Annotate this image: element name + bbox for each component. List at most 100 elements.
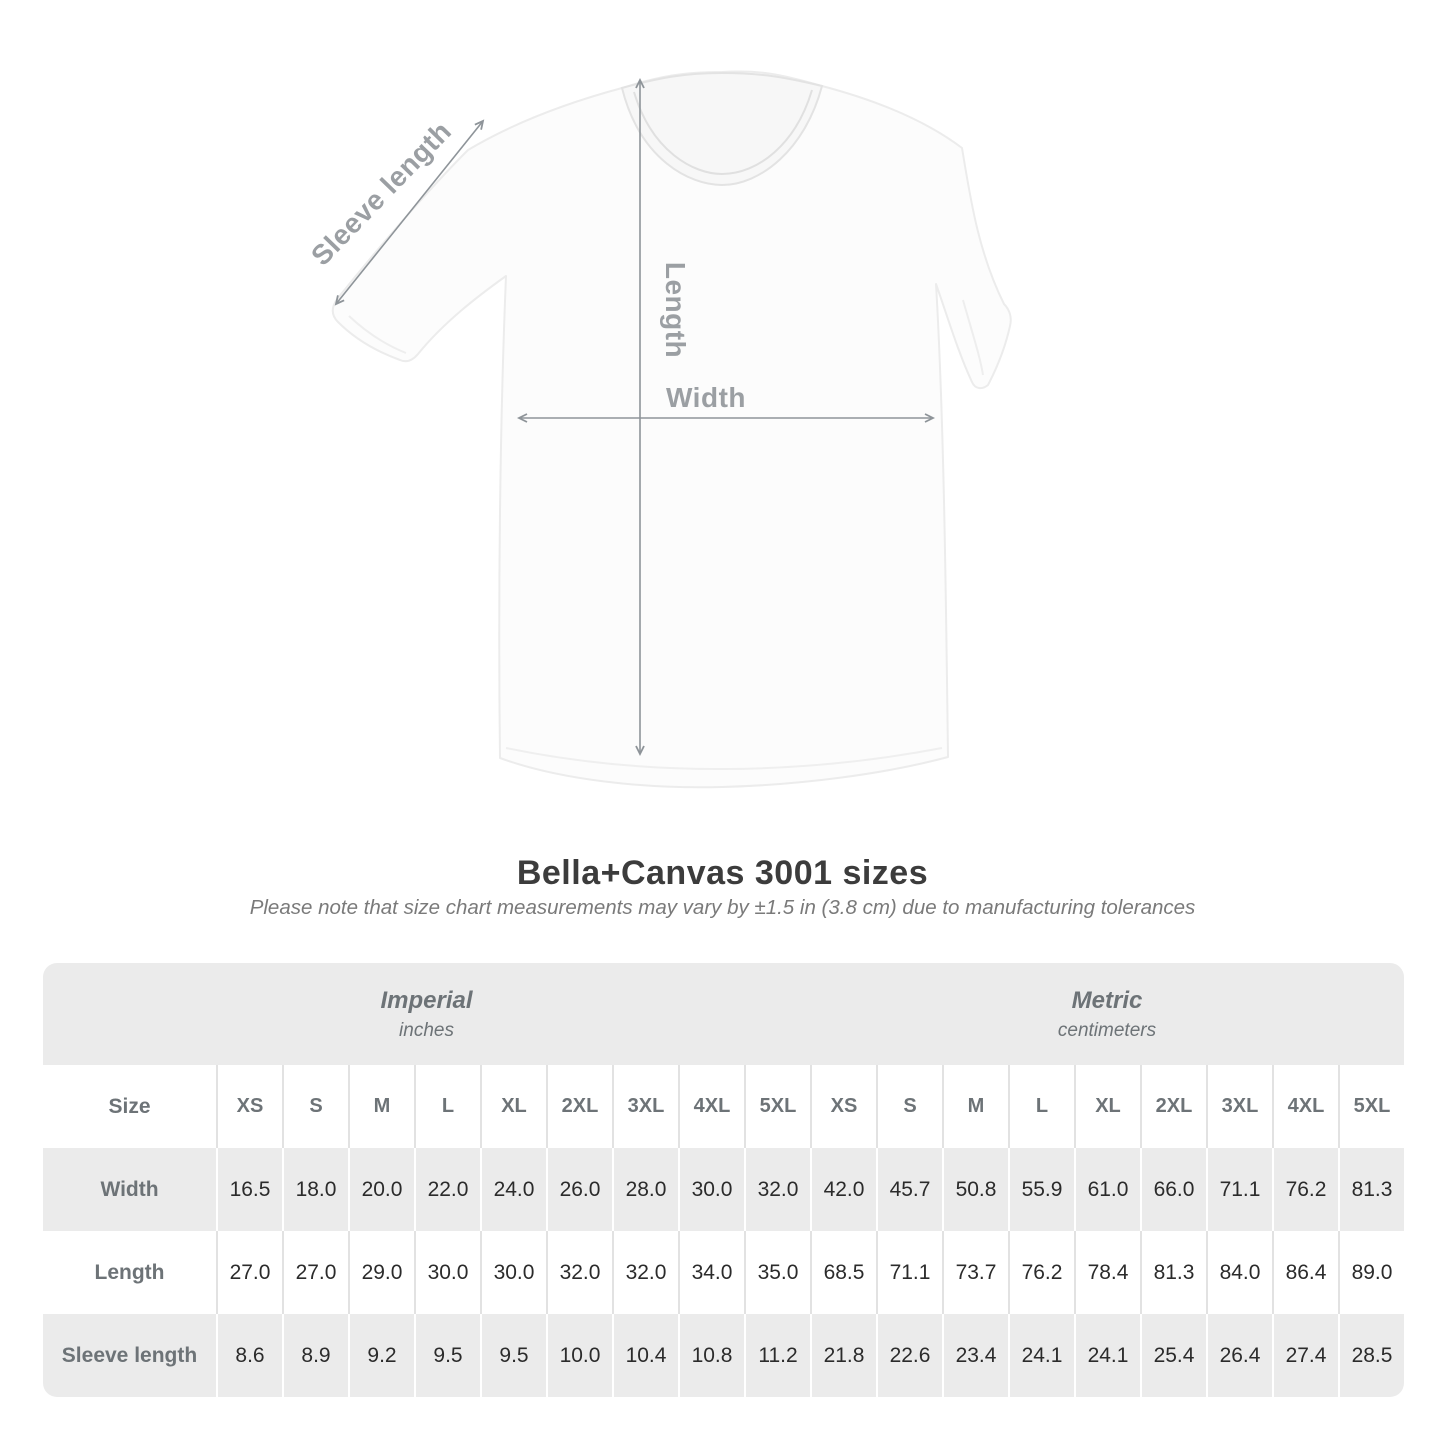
value-cell: 71.1 (1206, 1148, 1272, 1231)
metric-unit: centimeters (1057, 1019, 1157, 1041)
metric-title: Metric (1071, 986, 1143, 1014)
value-cell: 30.0 (480, 1231, 546, 1314)
measurement-row: Length 27.0 27.0 29.0 30.0 30.0 32.0 32.0 34.0 35… (43, 1231, 1404, 1314)
value-cell: 9.2 (348, 1314, 414, 1397)
size-cell: XL (1074, 1065, 1140, 1148)
value-cell: 16.5 (216, 1148, 282, 1231)
value-cell: 25.4 (1140, 1314, 1206, 1397)
tshirt-collar (620, 71, 824, 187)
value-cell: 27.0 (282, 1231, 348, 1314)
size-cell: XS (810, 1065, 876, 1148)
value-cell: 73.7 (942, 1231, 1008, 1314)
value-cell: 10.4 (612, 1314, 678, 1397)
value-cell: 89.0 (1338, 1231, 1404, 1314)
measurement-row: Sleeve length 8.6 8.9 9.2 9.5 9.5 10.0 10.4 10.8… (43, 1314, 1404, 1397)
value-cell: 28.5 (1338, 1314, 1404, 1397)
value-cell: 24.0 (480, 1148, 546, 1231)
size-cell: M (942, 1065, 1008, 1148)
value-cell: 81.3 (1338, 1148, 1404, 1231)
value-cell: 71.1 (876, 1231, 942, 1314)
value-cell: 32.0 (546, 1231, 612, 1314)
value-cell: 21.8 (810, 1314, 876, 1397)
row-label: Sleeve length (61, 1343, 198, 1367)
value-cell: 30.0 (678, 1148, 744, 1231)
tshirt-body (331, 70, 1012, 789)
unit-header-row: Imperial inches Metric centimeters (43, 963, 1404, 1065)
value-cell: 10.8 (678, 1314, 744, 1397)
tshirt-collar-seam (633, 89, 813, 176)
size-cell: S (282, 1065, 348, 1148)
value-cell: 66.0 (1140, 1148, 1206, 1231)
size-cell: XL (480, 1065, 546, 1148)
value-cell: 22.0 (414, 1148, 480, 1231)
imperial-unit: inches (399, 1019, 454, 1041)
value-cell: 76.2 (1272, 1148, 1338, 1231)
size-table: Imperial inches Metric centimeters Size X… (43, 963, 1404, 1397)
value-cell: 78.4 (1074, 1231, 1140, 1314)
size-cell: 3XL (1206, 1065, 1272, 1148)
value-cell: 61.0 (1074, 1148, 1140, 1231)
value-cell: 34.0 (678, 1231, 744, 1314)
value-cell: 8.6 (216, 1314, 282, 1397)
imperial-title: Imperial (380, 986, 473, 1014)
value-cell: 45.7 (876, 1148, 942, 1231)
tshirt-measurement-diagram: Sleeve length Length Width (305, 70, 1012, 789)
value-cell: 28.0 (612, 1148, 678, 1231)
value-cell: 18.0 (282, 1148, 348, 1231)
size-cell: L (1008, 1065, 1074, 1148)
size-cell: XS (216, 1065, 282, 1148)
value-cell: 24.1 (1074, 1314, 1140, 1397)
value-cell: 27.4 (1272, 1314, 1338, 1397)
size-cell: 5XL (1338, 1065, 1404, 1148)
metric-header: Metric centimeters (810, 963, 1404, 1065)
size-cell: 4XL (1272, 1065, 1338, 1148)
value-cell: 9.5 (414, 1314, 480, 1397)
value-cell: 76.2 (1008, 1231, 1074, 1314)
tolerance-note: Please note that size chart measurements… (249, 896, 1196, 919)
width-label: Width (666, 382, 746, 413)
value-cell: 30.0 (414, 1231, 480, 1314)
value-cell: 50.8 (942, 1148, 1008, 1231)
length-label: Length (660, 262, 691, 358)
value-cell: 26.4 (1206, 1314, 1272, 1397)
value-cell: 68.5 (810, 1231, 876, 1314)
size-cell: 5XL (744, 1065, 810, 1148)
value-cell: 10.0 (546, 1314, 612, 1397)
sleeve-length-arrow (334, 119, 485, 306)
value-cell: 20.0 (348, 1148, 414, 1231)
value-cell: 55.9 (1008, 1148, 1074, 1231)
value-cell: 24.1 (1008, 1314, 1074, 1397)
value-cell: 32.0 (612, 1231, 678, 1314)
value-cell: 27.0 (216, 1231, 282, 1314)
size-cell: L (414, 1065, 480, 1148)
row-label: Width (100, 1177, 159, 1201)
value-cell: 42.0 (810, 1148, 876, 1231)
right-sleeve-seam (962, 299, 984, 376)
row-label: Size (108, 1094, 151, 1118)
size-cell: 2XL (1140, 1065, 1206, 1148)
value-cell: 35.0 (744, 1231, 810, 1314)
tshirt-graphic: Sleeve length Length Width (305, 70, 1012, 789)
value-cell: 86.4 (1272, 1231, 1338, 1314)
row-label: Length (94, 1260, 165, 1284)
size-cell: 2XL (546, 1065, 612, 1148)
value-cell: 23.4 (942, 1314, 1008, 1397)
value-cell: 26.0 (546, 1148, 612, 1231)
size-cell: 3XL (612, 1065, 678, 1148)
value-cell: 32.0 (744, 1148, 810, 1231)
left-sleeve-seam (348, 315, 407, 354)
page-title: Bella+Canvas 3001 sizes (516, 854, 929, 892)
size-cell: S (876, 1065, 942, 1148)
measurement-row: Width 16.5 18.0 20.0 22.0 24.0 26.0 28.0 30.0 32.… (43, 1148, 1404, 1231)
value-cell: 81.3 (1140, 1231, 1206, 1314)
value-cell: 22.6 (876, 1314, 942, 1397)
size-cell: M (348, 1065, 414, 1148)
size-grid: Size XS S M L XL 2XL 3XL 4XL 5XL XS S M L XL 2XL 3XL 4XL 5… (43, 1065, 1404, 1397)
bottom-hem-seam (505, 747, 943, 770)
value-cell: 9.5 (480, 1314, 546, 1397)
size-cell: 4XL (678, 1065, 744, 1148)
size-header-row: Size XS S M L XL 2XL 3XL 4XL 5XL XS S M L XL 2XL 3XL 4XL 5… (43, 1065, 1404, 1148)
value-cell: 8.9 (282, 1314, 348, 1397)
value-cell: 84.0 (1206, 1231, 1272, 1314)
imperial-header: Imperial inches (43, 963, 810, 1065)
